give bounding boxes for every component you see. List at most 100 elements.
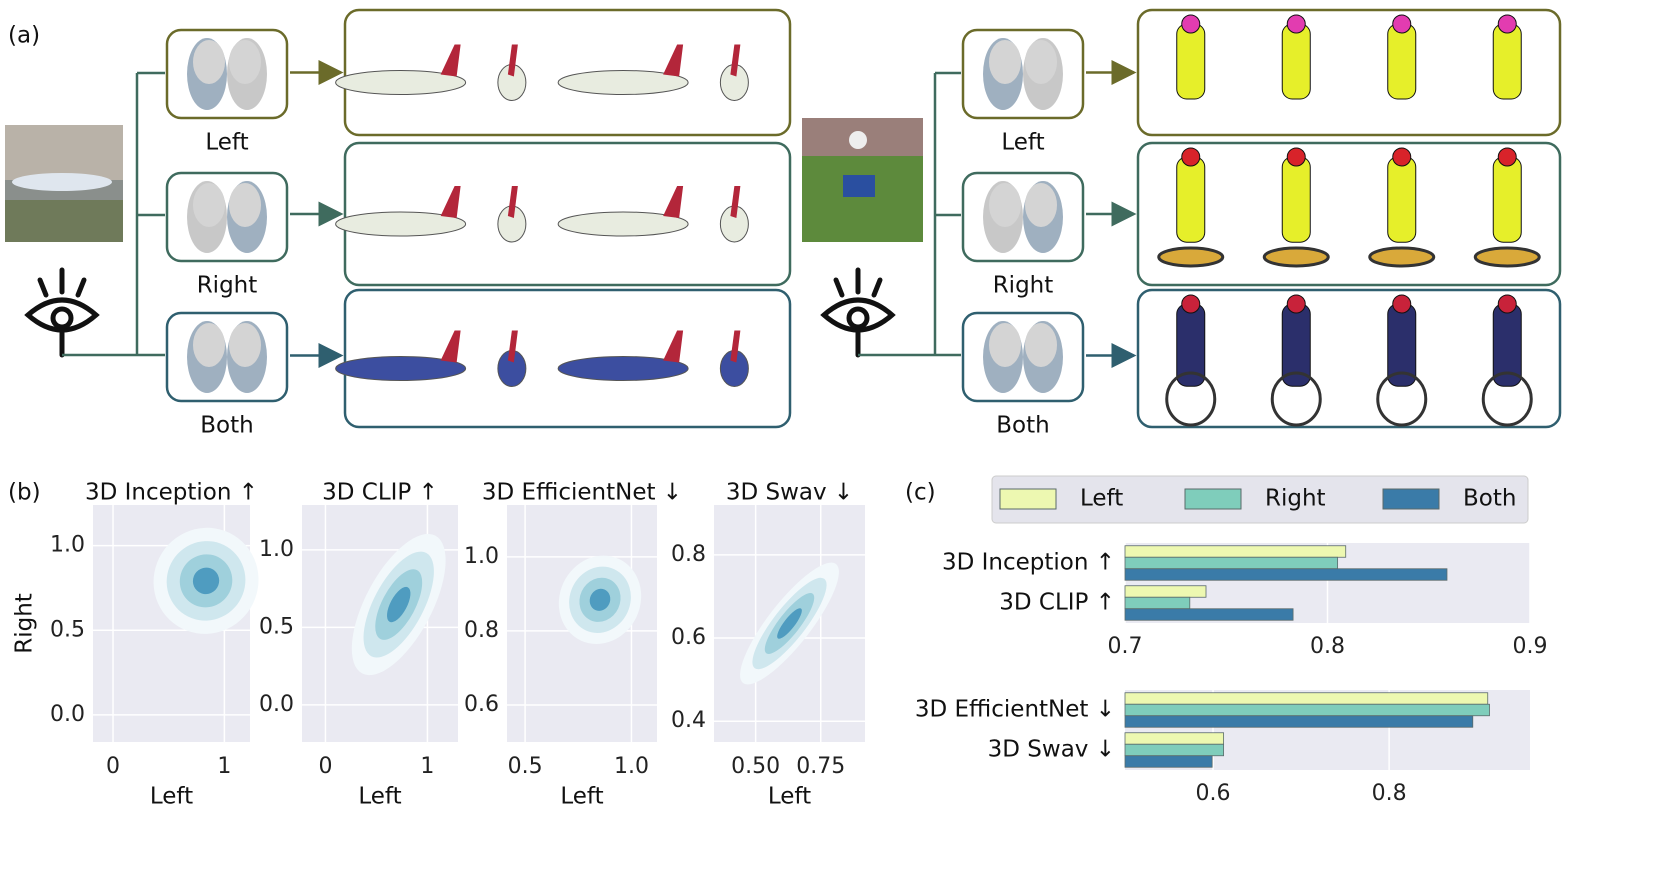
result-box [343,141,792,287]
x-axis-label: Left [150,784,193,810]
brain-hemisphere [193,40,225,84]
bar [1124,755,1213,768]
render-view [730,186,741,218]
render-view [1181,294,1201,314]
brain-hemisphere [989,323,1021,367]
x-tick-label: 1.0 [614,754,649,779]
eye-icon [24,267,100,358]
render-view [1286,14,1306,34]
brain-hemisphere [989,40,1021,84]
legend-swatch [1184,488,1242,510]
render-view [440,330,461,363]
brain-hemisphere [229,183,261,227]
render-view [1392,147,1412,167]
render-view [1492,156,1522,243]
brain-hemisphere [229,323,261,367]
row-label: Right [197,273,258,299]
render-view [1281,23,1311,100]
render-view [663,186,684,218]
x-tick-label: 0.8 [1310,634,1345,659]
render-view [730,330,741,363]
render-view [507,330,518,363]
y-tick-label: 0.6 [464,692,499,717]
legend-label: Both [1463,486,1516,512]
render-view [335,211,467,237]
render-view [1387,23,1417,100]
result-box [1136,288,1562,429]
category-label: 3D Inception ↑ [942,550,1115,576]
render-view [1286,294,1306,314]
legend-label: Right [1265,486,1326,512]
render-view [1497,294,1517,314]
category-label: 3D Swav ↓ [988,737,1115,763]
render-view [1176,156,1206,243]
render-view [1376,371,1428,427]
y-tick-label: 1.0 [464,544,499,569]
brain-hemisphere [989,183,1021,227]
render-view [440,186,461,218]
y-axis-label: Right [12,593,38,654]
render-view [557,211,689,237]
category-label: 3D CLIP ↑ [999,590,1115,616]
y-tick-label: 0.6 [671,625,706,650]
legend-swatch [999,488,1057,510]
render-view [1392,294,1412,314]
render-view [507,186,518,218]
brain-hemisphere [193,183,225,227]
render-view [1473,246,1541,268]
eye-icon [820,267,896,358]
x-tick-label: 1 [217,754,231,779]
legend-swatch [1382,488,1440,510]
render-view [335,70,467,95]
brain-hemisphere [1025,40,1057,84]
bar [1124,545,1347,558]
bar [1124,743,1225,757]
result-box [1136,8,1562,137]
result-box [343,8,792,137]
render-view [1262,246,1330,268]
render-view [1368,246,1436,268]
y-tick-label: 0.5 [259,614,294,639]
legend-label: Left [1080,486,1123,512]
render-view [440,44,461,77]
bar [1124,715,1474,728]
brain-hemisphere [229,40,261,84]
render-view [1181,14,1201,34]
render-view [663,44,684,77]
bar [1124,585,1207,598]
render-view [1497,14,1517,34]
example-motorbike [802,71,961,358]
y-tick-label: 0.8 [671,542,706,567]
row-label: Both [200,413,253,439]
render-view [557,356,689,381]
x-tick-label: 0 [106,754,120,779]
density [386,586,411,623]
x-axis-label: Left [560,784,603,810]
density [777,608,802,639]
y-tick-label: 1.0 [50,533,85,558]
render-view [1492,23,1522,100]
render-view [1181,147,1201,167]
x-tick-label: 0.7 [1108,634,1143,659]
render-view [1165,371,1217,427]
x-tick-label: 0.8 [1372,781,1407,806]
render-view [1387,156,1417,243]
panel-label: (c) [905,480,936,506]
y-tick-label: 0.8 [464,618,499,643]
y-tick-label: 0.4 [671,708,706,733]
density [192,567,220,595]
bar [1124,732,1225,745]
render-view [1286,147,1306,167]
brain-hemisphere [1025,323,1057,367]
x-tick-label: 0.50 [731,754,780,779]
category-label: 3D EfficientNet ↓ [915,697,1115,723]
render-view [1481,371,1533,427]
panel-label: (b) [8,480,41,506]
plot-title: 3D CLIP ↑ [322,480,438,506]
brain-hemisphere [1025,183,1057,227]
x-tick-label: 0 [318,754,332,779]
bar [1124,568,1448,581]
bar [1124,608,1294,621]
result-box [1136,141,1562,287]
